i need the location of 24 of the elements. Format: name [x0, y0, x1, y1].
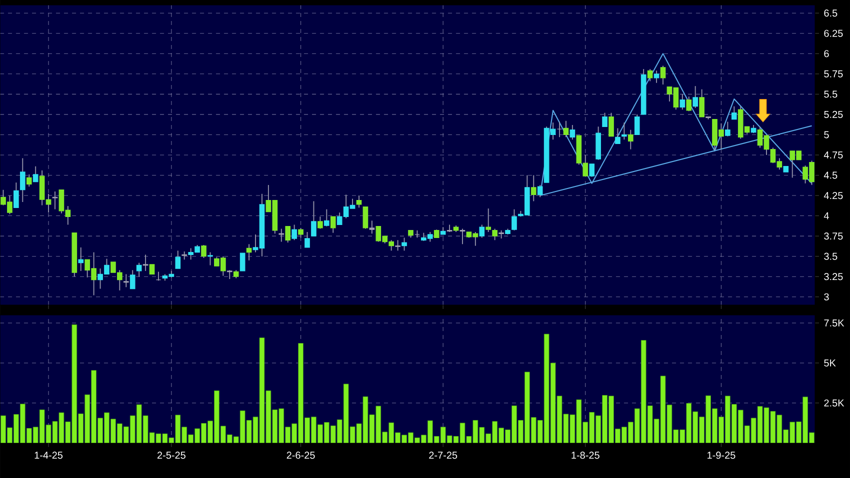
- x-tick-label: 1-8-25: [572, 452, 600, 459]
- y-tick-label: 5K: [824, 359, 836, 366]
- x-tick-label: 2-5-25: [157, 452, 186, 459]
- y-tick-label: 4.25: [824, 192, 843, 200]
- y-tick-label: 4: [824, 212, 829, 220]
- x-tick-label: 1-4-25: [34, 452, 63, 459]
- y-tick-label: 6: [824, 50, 829, 58]
- y-tick-label: 2.5K: [824, 399, 844, 407]
- y-tick-label: 4.5: [824, 172, 838, 179]
- y-tick-label: 4.75: [824, 151, 843, 158]
- y-tick-label: 5.75: [824, 70, 843, 78]
- y-tick-label: 7.5K: [824, 320, 844, 326]
- y-tick-label: 3: [824, 293, 829, 300]
- y-tick-label: 3.25: [824, 273, 843, 280]
- y-tick-label: 6.25: [824, 30, 843, 37]
- y-tick-label: 3.5: [824, 252, 838, 260]
- x-tick-label: 2-6-25: [286, 452, 315, 459]
- y-tick-label: 3.75: [824, 232, 843, 240]
- y-tick-label: 5.25: [824, 110, 843, 118]
- y-tick-label: 5: [824, 131, 829, 138]
- x-tick-label: 2-7-25: [429, 452, 458, 459]
- y-tick-label: 6.5: [824, 10, 838, 17]
- y-tick-label: 5.5: [824, 90, 838, 98]
- x-tick-label: 1-9-25: [708, 452, 736, 459]
